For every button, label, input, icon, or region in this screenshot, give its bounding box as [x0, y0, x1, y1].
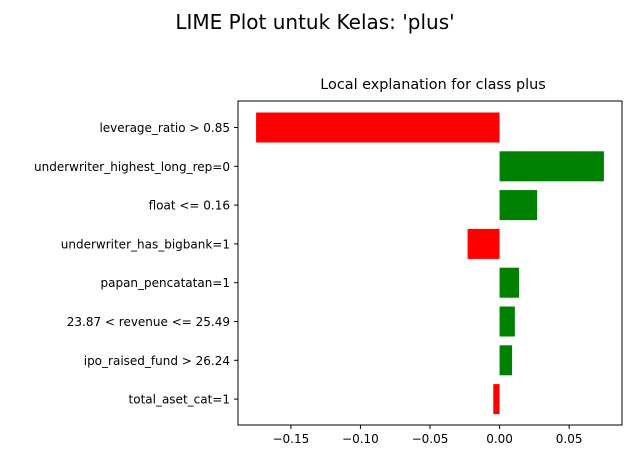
- figure-suptitle: LIME Plot untuk Kelas: 'plus': [175, 10, 454, 34]
- y-tick-label: underwriter_highest_long_rep=0: [34, 160, 230, 174]
- y-tick-label: papan_pencatatan=1: [100, 276, 230, 290]
- y-tick-label: underwriter_has_bigbank=1: [61, 237, 230, 251]
- y-tick-label: 23.87 < revenue <= 25.49: [67, 315, 230, 329]
- y-tick-label: total_aset_cat=1: [129, 393, 230, 407]
- x-tick-label: 0.00: [486, 432, 513, 446]
- x-tick-label: −0.15: [272, 432, 309, 446]
- y-axis-ticks: leverage_ratio > 0.85 underwriter_highest…: [34, 121, 238, 407]
- bar: [499, 345, 513, 376]
- x-tick-label: −0.10: [342, 432, 379, 446]
- bar: [499, 190, 538, 221]
- y-tick-label: float <= 0.16: [149, 199, 230, 213]
- bars-layer: [256, 112, 604, 415]
- y-tick-label: leverage_ratio > 0.85: [99, 121, 230, 135]
- bar: [467, 228, 500, 259]
- chart-title: Local explanation for class plus: [320, 77, 545, 93]
- bar: [256, 112, 500, 143]
- x-tick-label: 0.05: [556, 432, 583, 446]
- bar: [493, 384, 500, 415]
- bar: [499, 306, 515, 337]
- bar: [499, 151, 604, 182]
- x-axis-ticks: −0.15 −0.10 −0.05 0.00 0.05: [272, 425, 582, 446]
- y-tick-label: ipo_raised_fund > 26.24: [84, 354, 230, 368]
- axes-frame: [237, 100, 623, 426]
- bar: [499, 267, 520, 298]
- x-tick-label: −0.05: [412, 432, 449, 446]
